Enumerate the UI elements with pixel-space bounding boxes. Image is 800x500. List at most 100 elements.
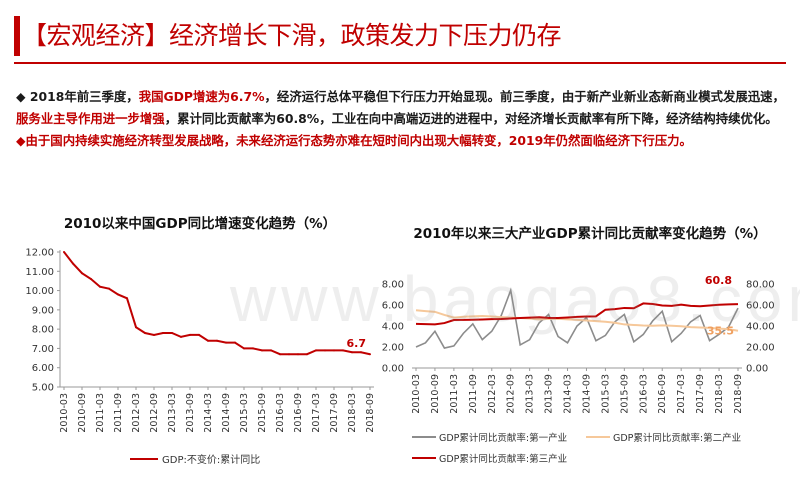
chart2-x-tick-label: 2015-09 [619,374,630,414]
chart1-point [306,353,308,356]
chart1-point [261,349,263,352]
chart1-point [162,332,164,334]
chart1-point [108,287,110,290]
chart1-point [342,349,344,352]
chart2-y-left-tick-label: 2.00 [382,343,404,354]
chart2-x-tick-label: 2016-03 [638,374,649,414]
chart2-legend-label: GDP累计同比贡献率:第一产业 [439,432,567,444]
chart1-title: 2010以来中国GDP同比增速变化趋势（%） [63,216,337,232]
chart1-x-tick-label: 2016-03 [275,393,286,433]
chart1-y-tick-label: 7.00 [32,344,54,355]
chart1-y-tick-label: 10.00 [25,286,54,297]
chart1-x-tick-label: 2014-09 [221,393,232,433]
summary-run: ，累计同比贡献率为60.8%，工业在向中高端迈进的进程中，对经济增长贡献率有所下… [164,111,778,126]
chart1-point [270,349,272,352]
chart1-y-tick-label: 5.00 [32,383,54,394]
chart1-x-tick-label: 2010-09 [77,393,88,433]
summary-text: ◆ 2018年前三季度，我国GDP增速为6.7%，经济运行总体平稳但下行压力开始… [16,86,788,152]
chart1-point [99,285,101,288]
summary-run: 我国GDP增速为6.7% [138,89,265,104]
chart2-x-tick-label: 2014-09 [581,374,592,414]
summary-paragraph-2: ◆由于国内持续实施经济转型发展战略，未来经济运行态势亦难在短时间内出现大幅转变，… [16,133,692,148]
chart1-x-tick-label: 2013-03 [167,393,178,433]
chart2-y-left-tick-label: 4.00 [382,322,404,333]
chart2-x-tick-label: 2017-03 [676,374,687,414]
chart1-x-tick-label: 2018-03 [347,393,358,433]
chart1-point [234,341,236,344]
chart1-point [90,278,92,280]
chart1-x-tick-label: 2010-03 [59,393,70,433]
chart1-x-tick-label: 2016-09 [293,393,304,433]
chart1-point [369,353,371,356]
chart2-legend-label: GDP累计同比贡献率:第三产业 [439,453,567,465]
chart2-x-tick-label: 2011-03 [449,374,460,414]
summary-run: ◆ 2018年前三季度， [16,89,139,104]
chart1-point [144,332,146,334]
chart1-point [198,333,200,336]
chart2-x-tick-label: 2016-09 [657,374,668,414]
chart1-point [324,349,326,352]
chart2-x-tick-label: 2017-09 [695,374,706,414]
chart1-point [63,251,65,253]
chart1-point [279,353,281,356]
chart1-x-tick-label: 2011-09 [113,393,124,433]
chart1-annotation: 6.7 [347,337,367,350]
chart2-y-left-tick-label: 0.00 [382,364,404,375]
chart1-x-tick-label: 2012-09 [149,393,160,433]
chart2-x-tick-label: 2013-09 [544,374,555,414]
chart1-point [360,351,362,354]
chart1-x-tick-label: 2015-09 [257,393,268,433]
chart2-legend-label: GDP累计同比贡献率:第二产业 [613,432,741,444]
chart1-point [288,353,290,356]
chart2-series-primary [415,287,739,349]
chart1-point [72,262,74,265]
chart2-x-tick-label: 2012-03 [487,374,498,414]
chart1-point [171,332,173,334]
chart1-point [252,347,254,350]
chart2-series-tertiary [415,302,739,326]
chart1-point [207,339,209,342]
chart1-point [189,333,191,336]
chart1-x-tick-label: 2012-03 [131,393,142,433]
chart2-y-right-tick-label: 60.00 [746,301,775,312]
chart1-point [351,351,353,354]
chart2-x-tick-label: 2011-09 [468,374,479,414]
page-title: 【宏观经济】经济增长下滑，政策发力下压力仍存 [22,21,562,50]
chart1-point [153,333,155,336]
title-underline [14,62,786,64]
chart2-x-tick-label: 2018-09 [733,374,744,414]
chart1-point [297,353,299,356]
chart1-y-tick-label: 8.00 [32,325,54,336]
chart2-title: 2010年以来三大产业GDP累计同比贡献率变化趋势（%） [413,226,767,242]
chart2-x-tick-label: 2014-03 [563,374,574,414]
chart1-point [135,326,137,329]
chart1-point [180,335,182,338]
chart1-point [216,339,218,342]
chart2-x-tick-label: 2018-03 [714,374,725,414]
chart1-x-tick-label: 2015-03 [239,393,250,433]
chart1-y-tick-label: 9.00 [32,305,54,316]
chart1-point [225,341,227,344]
chart2-x-tick-label: 2013-03 [525,374,536,414]
chart2-y-left-tick-label: 6.00 [382,301,404,312]
chart2-y-right-tick-label: 20.00 [746,343,775,354]
chart2-x-tick-label: 2012-09 [506,374,517,414]
chart2-y-right-tick-label: 80.00 [746,280,775,291]
chart2-y-left-tick-label: 8.00 [382,280,404,291]
chart1-point [333,349,335,352]
chart2-x-tick-label: 2015-03 [600,374,611,414]
chart1-x-tick-label: 2013-09 [185,393,196,433]
summary-run: 服务业主导作用进一步增强 [16,111,165,126]
title-accent-bar [14,16,20,56]
summary-paragraph-1: ◆ 2018年前三季度，我国GDP增速为6.7%，经济运行总体平稳但下行压力开始… [16,86,788,130]
chart1-x-tick-label: 2017-03 [311,393,322,433]
chart1-y-tick-label: 11.00 [25,267,54,278]
chart2-series-secondary [415,309,739,332]
chart1-legend-label: GDP:不变价:累计同比 [162,453,260,466]
chart2-x-tick-label: 2010-09 [430,374,441,414]
chart1-y-tick-label: 12.00 [25,248,54,259]
chart2-y-right-tick-label: 0.00 [746,364,768,375]
chart1-point [81,272,83,275]
